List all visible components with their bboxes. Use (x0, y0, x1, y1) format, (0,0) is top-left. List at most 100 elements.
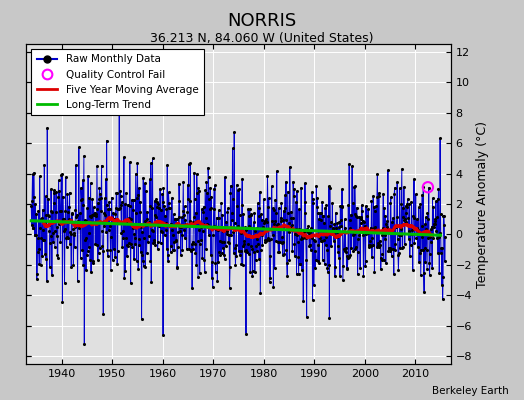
Point (133, 160, 141, 166)
Point (273, 222, 281, 228)
Point (437, 244, 445, 251)
Point (231, 262, 239, 268)
Point (280, 204, 289, 211)
Point (116, 193, 125, 200)
Point (364, 206, 373, 212)
Point (397, 232, 405, 238)
Point (263, 237, 271, 244)
Point (259, 196, 268, 202)
Point (439, 274, 447, 280)
Point (132, 210, 140, 216)
Point (386, 200, 395, 206)
Point (434, 250, 442, 257)
Point (239, 238, 248, 244)
Point (178, 214, 186, 220)
Point (287, 208, 295, 215)
Point (126, 203, 134, 209)
Point (324, 262, 333, 268)
Point (287, 224, 295, 231)
Point (319, 213, 328, 220)
Point (300, 234, 308, 240)
Point (274, 220, 282, 227)
Point (214, 227, 222, 233)
Point (224, 239, 233, 245)
Point (421, 259, 430, 265)
Point (223, 209, 232, 215)
Point (286, 224, 294, 230)
Point (76, 220, 84, 227)
Point (147, 160, 155, 167)
Point (381, 213, 389, 220)
Point (288, 222, 296, 228)
Point (298, 234, 306, 241)
Point (261, 238, 270, 244)
Point (429, 235, 437, 241)
Point (96, 208, 105, 214)
Point (209, 231, 217, 238)
Point (219, 245, 227, 252)
Point (118, 228, 127, 234)
Point (359, 219, 368, 225)
Point (69, 262, 78, 269)
Point (166, 204, 174, 211)
Point (392, 222, 400, 229)
Point (233, 202, 242, 209)
Point (406, 222, 414, 228)
Point (228, 145, 237, 152)
Point (74, 220, 82, 226)
Point (169, 232, 177, 238)
Point (92, 242, 101, 248)
Point (190, 169, 199, 176)
Point (362, 231, 370, 238)
Point (39, 227, 48, 233)
Point (122, 219, 130, 226)
Point (73, 222, 81, 228)
Point (272, 210, 280, 217)
Point (105, 206, 114, 212)
Point (256, 189, 264, 195)
Point (323, 265, 332, 272)
Point (293, 232, 302, 238)
Point (251, 228, 259, 234)
Point (398, 245, 407, 252)
Point (238, 262, 247, 268)
Point (151, 242, 160, 249)
Point (120, 275, 128, 282)
Point (161, 226, 170, 233)
Point (432, 228, 441, 234)
Point (421, 245, 429, 252)
Point (199, 209, 208, 216)
Point (276, 239, 285, 246)
Point (418, 192, 426, 198)
Point (395, 250, 403, 256)
Point (385, 245, 394, 252)
Point (73, 278, 82, 284)
Point (408, 230, 417, 237)
Point (71, 207, 80, 213)
Point (162, 220, 170, 226)
Point (89, 258, 97, 264)
Point (79, 202, 88, 208)
Point (149, 228, 158, 234)
Point (92, 211, 100, 218)
Point (124, 202, 132, 208)
Point (267, 183, 276, 190)
Point (398, 166, 406, 172)
Point (414, 227, 422, 233)
Point (129, 196, 138, 203)
Point (48, 208, 57, 215)
Point (320, 236, 328, 243)
Point (143, 208, 151, 215)
Point (379, 224, 387, 231)
Point (423, 210, 432, 216)
Point (106, 246, 115, 253)
Point (157, 206, 165, 213)
Point (77, 255, 85, 262)
Point (407, 242, 415, 248)
Point (237, 248, 245, 254)
Point (266, 275, 275, 281)
Point (431, 221, 439, 227)
Y-axis label: Temperature Anomaly (°C): Temperature Anomaly (°C) (476, 120, 489, 288)
Point (396, 226, 405, 232)
Point (209, 283, 217, 290)
